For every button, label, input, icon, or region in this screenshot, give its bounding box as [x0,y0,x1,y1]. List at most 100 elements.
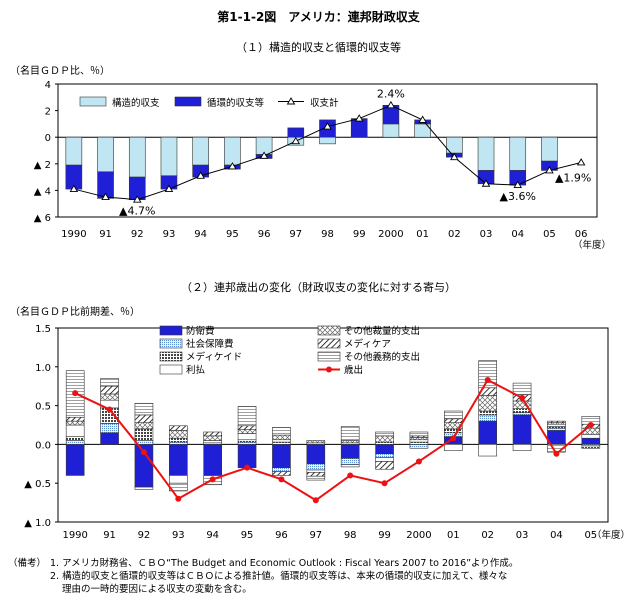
chart1-legend-swatch [174,96,202,107]
chart2-bar-social-security [169,441,188,445]
chart2-bar-social-security [375,453,394,458]
chart2-bar-defense [306,444,326,465]
chart1-ylabel: （名目ＧＤＰ比、％） [10,66,110,77]
chart2-bar-medicare [306,472,326,477]
chart2-bar-social-security [272,467,291,472]
chart1-xtick-label: 04 [511,229,524,240]
chart1-ytick-label: 0 [45,133,51,144]
chart2-legend-label: 歳出 [344,364,363,376]
chart1-point-total [196,171,205,179]
chart2-xtick-label: 05 [584,530,597,541]
chart2-legend-swatch [317,351,341,362]
chart1-legend-swatch [79,96,107,107]
chart2-bar-defense [203,444,222,476]
chart2-point-outlays [312,497,319,504]
chart2-bar-other-discretionary [375,435,394,443]
chart2-bar-social-security [409,444,429,449]
chart2-bar-defense [65,444,85,476]
chart1-xtick-label: 06 [575,229,588,240]
chart1-bar-cyclical [287,127,305,138]
chart2-bar-medicaid [375,441,394,445]
chart2-bar-social-security [478,414,497,422]
chart2-bar-medicare [444,418,463,423]
chart2-bar-other-discretionary [65,420,85,426]
chart2-legend-label: 社会保障費 [186,338,234,350]
chart2-bar-other-mandatory [478,360,497,389]
chart2-bar-social-security [547,427,566,431]
chart2-xtick-label: 94 [206,530,219,541]
chart2-bar-interest [444,444,463,451]
chart2-point-outlays [347,472,354,479]
chart1-xunit: （年度） [573,239,611,251]
chart2-bar-social-security [65,440,85,445]
chart1-point-total [291,136,301,145]
chart1-ytick-label: ▲ 4 [34,186,51,197]
chart2-bar-other-mandatory [272,427,291,436]
chart1-xtick-label: 96 [258,229,271,240]
chart2-bar-social-security [512,412,532,416]
chart2-bar-interest [547,423,566,427]
chart2-xtick-label: 92 [138,530,151,541]
chart2-bar-interest [478,444,497,457]
notes-head: （備考） [8,558,47,569]
chart2-bar-other-discretionary [478,395,497,412]
chart1-xtick-label: 91 [99,229,112,240]
chart1-annotation: ▲1.9% [555,171,591,184]
chart2-point-outlays [140,449,147,456]
chart1-point-total [481,179,491,187]
chart1-annotation: 2.4% [377,87,405,100]
chart2-legend-label: メディケア [344,338,391,350]
chart2-bar-interest [512,444,532,451]
chart2-ylabel: （名目ＧＤＰ比前期差、％） [10,307,140,318]
chart2-xtick-label: 01 [447,530,460,541]
chart1-bar-structural [319,136,336,145]
chart2-bar-defense [581,437,601,445]
chart2-ytick-label: 1.5 [35,324,51,335]
chart2-ytick-label: 0.5 [35,402,51,413]
chart2-bar-interest [134,486,154,490]
chart1-xtick-label: 95 [226,229,239,240]
chart1-line-total [73,104,582,201]
chart2-bar-medicaid [272,441,291,445]
chart2-legend-label: その他義務的支出 [344,351,420,363]
chart1-ytick-label: 2 [45,107,51,118]
chart2-xtick-label: 1990 [62,530,87,541]
chart1-point-total [164,184,174,193]
chart2-bar-other-mandatory [134,402,154,416]
chart2-point-outlays [72,390,79,397]
chart2-point-outlays [278,476,285,483]
chart2-bar-other-discretionary [134,422,154,430]
chart2-bar-other-mandatory [444,410,463,420]
chart1-point-total [545,166,554,174]
chart2-bar-other-discretionary [409,437,429,441]
chart2-legend-label: その他裁量的支出 [344,325,420,337]
chart1-point-total [513,180,523,189]
chart2-bar-social-security [340,458,360,465]
chart2-bar-other-mandatory [237,406,257,427]
chart2-bar-interest [203,440,222,444]
chart2-xtick-label: 2000 [406,530,431,541]
chart1-bar-structural [477,136,495,171]
figure-title: 第1-1-2図 アメリカ：連邦財政収支 [217,10,420,24]
chart1-xtick-label: 93 [163,229,176,240]
chart2-legend-marker [326,366,332,373]
chart2-bar-medicare [203,431,222,437]
chart2-bar-medicaid [134,428,154,441]
chart1-point-total [323,122,332,130]
chart2-legend-swatch [159,325,183,336]
chart2-bar-interest [272,439,291,443]
chart1-xtick-label: 97 [289,229,302,240]
chart1-bar-structural [541,136,558,162]
chart1-point-total [576,158,586,166]
chart2-point-outlays [415,458,422,465]
chart2-bar-defense [478,420,497,445]
chart2-xtick-label: 97 [309,530,322,541]
chart1-point-total [69,184,79,193]
chart1-xtick-label: 99 [353,229,366,240]
chart2-bar-other-discretionary [169,430,188,439]
chart1-bar-structural [192,136,209,166]
chart2-bar-interest [237,433,257,441]
chart2-bar-medicare [375,461,394,470]
chart1-point-total [101,192,110,200]
chart1-bar-structural [65,136,83,166]
